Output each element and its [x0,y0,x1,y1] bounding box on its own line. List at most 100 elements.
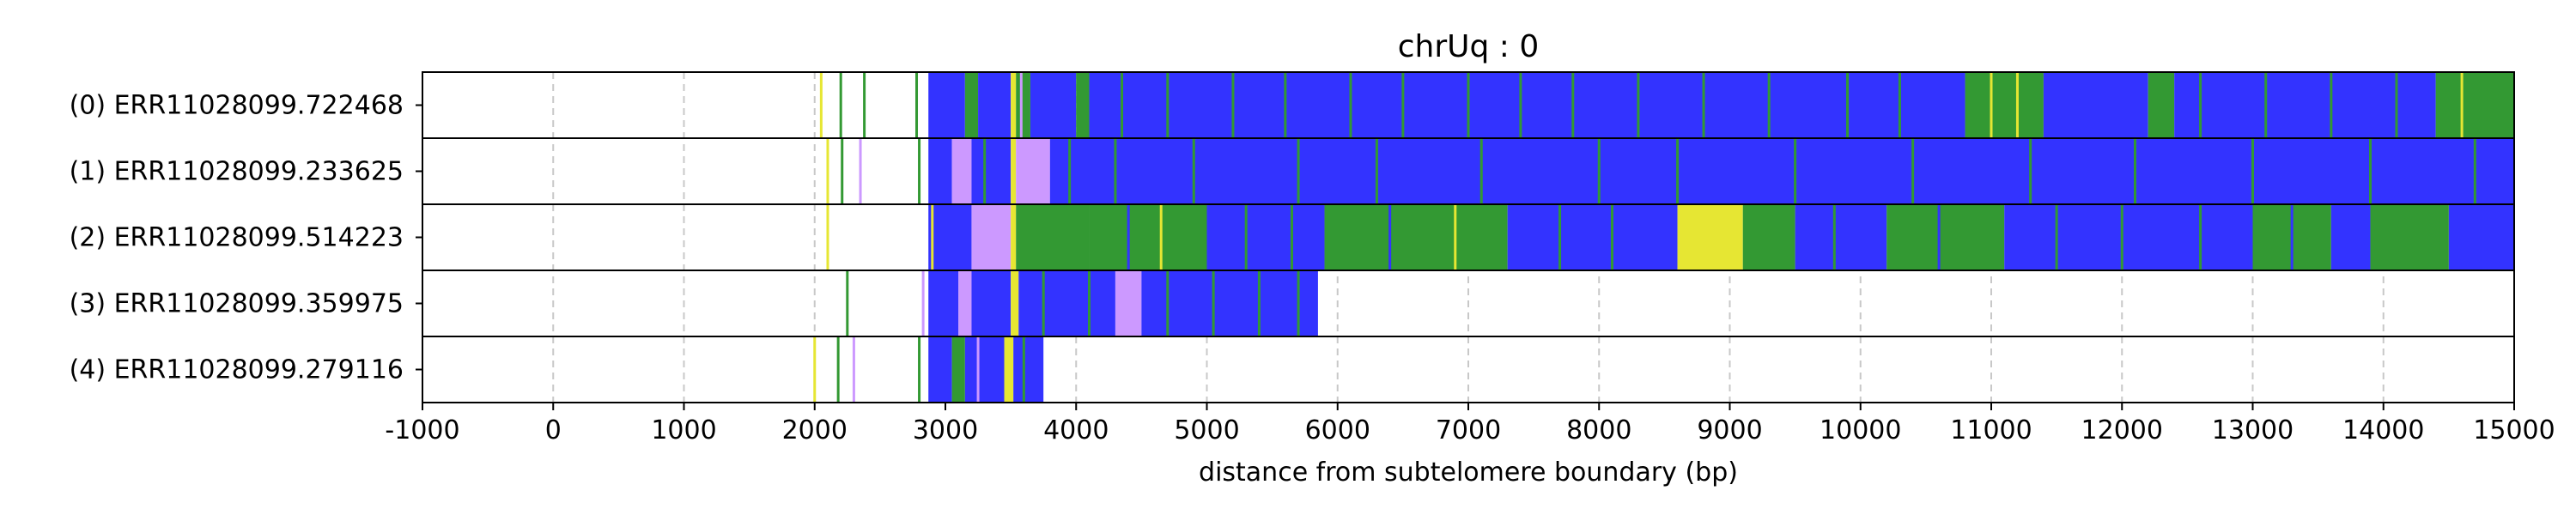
x-tick-label: 3000 [913,415,978,445]
read-segment [1076,72,1090,138]
x-tick-label: 6000 [1305,415,1370,445]
read-stripe [1401,72,1405,138]
read-stripe [1794,138,1797,204]
read-segment [2448,204,2514,270]
read-stripe [1898,72,1901,138]
read-stripe [1990,72,1993,138]
read-segment [1011,270,1019,336]
read-stripe [1519,72,1522,138]
read-stripe [1127,204,1130,270]
read-segment [964,72,979,138]
read-segment [2174,72,2436,138]
x-tick-label: 15000 [2473,415,2555,445]
read-segment [2330,204,2371,270]
read-stripe [2015,72,2019,138]
read-stripe [2029,138,2032,204]
read-stripe [983,138,987,204]
read-segment [1507,204,1678,270]
read-stripe [826,138,829,204]
read-stripe [915,72,919,138]
read-stripe [2290,204,2293,270]
read-stripe [1832,204,1836,270]
read-segment [1089,72,1965,138]
read-stripe [976,336,980,403]
read-segment [1018,270,1115,336]
read-stripe [852,336,855,403]
read-stripe [1166,72,1170,138]
read-stripe [1375,138,1378,204]
read-segment [1016,204,1090,270]
read-stripe [1558,204,1562,270]
read-row [846,270,1318,336]
read-segment [1011,72,1017,138]
read-row [819,72,2514,138]
read-stripe [836,336,840,403]
read-segment [971,138,1012,204]
read-stripe [1349,72,1352,138]
read-stripe [1637,72,1640,138]
read-stripe [859,138,862,204]
read-segment [1013,336,1044,403]
read-stripe [1846,72,1850,138]
read-stripe [1454,204,1457,270]
read-stripe [1467,72,1470,138]
read-segment [971,270,1012,336]
read-stripe [2330,72,2333,138]
chart-title: chrUq : 0 [1398,29,1540,64]
row-label: (4) ERR11028099.279116 [70,355,404,385]
read-stripe [1297,270,1300,336]
read-stripe [1767,72,1771,138]
read-segment [1016,138,1050,204]
read-row [826,204,2514,270]
read-stripe [1114,138,1117,204]
read-stripe [2264,72,2268,138]
read-stripe [1290,204,1293,270]
read-segment [1742,204,1795,270]
read-stripe [863,72,866,138]
read-row [826,138,2514,204]
read-stripe [1087,270,1091,336]
read-segment [1049,138,2514,204]
read-stripe [2133,138,2136,204]
read-segment [1004,336,1014,403]
x-tick-label: 13000 [2212,415,2293,445]
read-stripe [1702,72,1705,138]
read-stripe [931,204,934,270]
x-tick-label: 0 [545,415,562,445]
read-stripe [1212,270,1215,336]
read-stripe [1610,204,1613,270]
read-stripe [1297,138,1300,204]
read-segment [1016,72,1030,138]
read-segment [928,204,972,270]
row-frame [422,336,2515,403]
read-stripe [819,72,823,138]
read-stripe [1597,138,1601,204]
read-stripe [2199,72,2202,138]
read-rows [813,72,2514,403]
read-segment [928,270,959,336]
read-stripe [1284,72,1287,138]
read-stripe [918,138,921,204]
read-stripe [839,72,842,138]
read-segment [1886,204,2005,270]
x-tick-label: 9000 [1697,415,1762,445]
read-stripe [2395,72,2398,138]
read-stripe [918,336,921,403]
read-stripe [1121,72,1124,138]
read-stripe [2251,138,2254,204]
read-stripe [2055,204,2058,270]
read-row [813,336,1044,403]
read-segment [951,336,965,403]
read-stripe [1244,204,1248,270]
read-stripe [2120,204,2123,270]
read-segment [1795,204,1887,270]
read-stripe [1068,138,1072,204]
x-tick-label: 2000 [782,415,848,445]
x-tick-label: 5000 [1174,415,1239,445]
read-stripe [1231,72,1235,138]
read-segment [1030,72,1077,138]
read-stripe [2473,138,2476,204]
x-tick-label: 10000 [1820,415,1901,445]
x-tick-label: 4000 [1043,415,1109,445]
